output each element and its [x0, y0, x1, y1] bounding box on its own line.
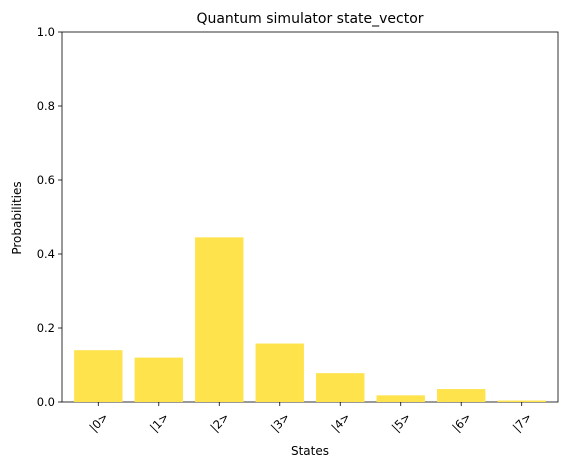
- y-axis-label: Probabilities: [10, 181, 24, 254]
- plot-area: [61, 31, 559, 403]
- x-tick-label: |4>: [328, 410, 353, 435]
- x-tick-label: |5>: [389, 410, 414, 435]
- x-tick-label: |7>: [510, 410, 535, 435]
- bar-3: [255, 343, 304, 402]
- bar-0: [74, 350, 123, 402]
- x-tick-label: |0>: [86, 410, 111, 435]
- x-tick-label: |2>: [207, 410, 232, 435]
- x-tick-label: |1>: [147, 410, 172, 435]
- y-tick-label: 0.2: [37, 321, 55, 335]
- bar-1: [134, 357, 183, 402]
- x-tick-label: |6>: [449, 410, 474, 435]
- bar-6: [437, 389, 486, 402]
- bar-4: [316, 373, 365, 402]
- y-tick-label: 0.0: [37, 395, 55, 409]
- x-axis: |0> |1> |2> |3> |4> |5> |6> |7>: [86, 402, 535, 435]
- y-tick-label: 0.6: [37, 173, 55, 187]
- bar-5: [376, 395, 425, 402]
- y-axis: 0.0 0.2 0.4 0.6 0.8 1.0: [37, 25, 62, 409]
- bar-7: [497, 400, 546, 402]
- y-tick-label: 0.8: [37, 99, 55, 113]
- bar-2: [195, 237, 244, 402]
- y-tick-label: 1.0: [37, 25, 55, 39]
- plot-frame: [61, 31, 559, 403]
- x-axis-label: States: [291, 444, 329, 458]
- x-tick-label: |3>: [268, 410, 293, 435]
- chart-title: Quantum simulator state_vector: [196, 11, 423, 27]
- bars: [74, 237, 546, 402]
- y-tick-label: 0.4: [37, 247, 55, 261]
